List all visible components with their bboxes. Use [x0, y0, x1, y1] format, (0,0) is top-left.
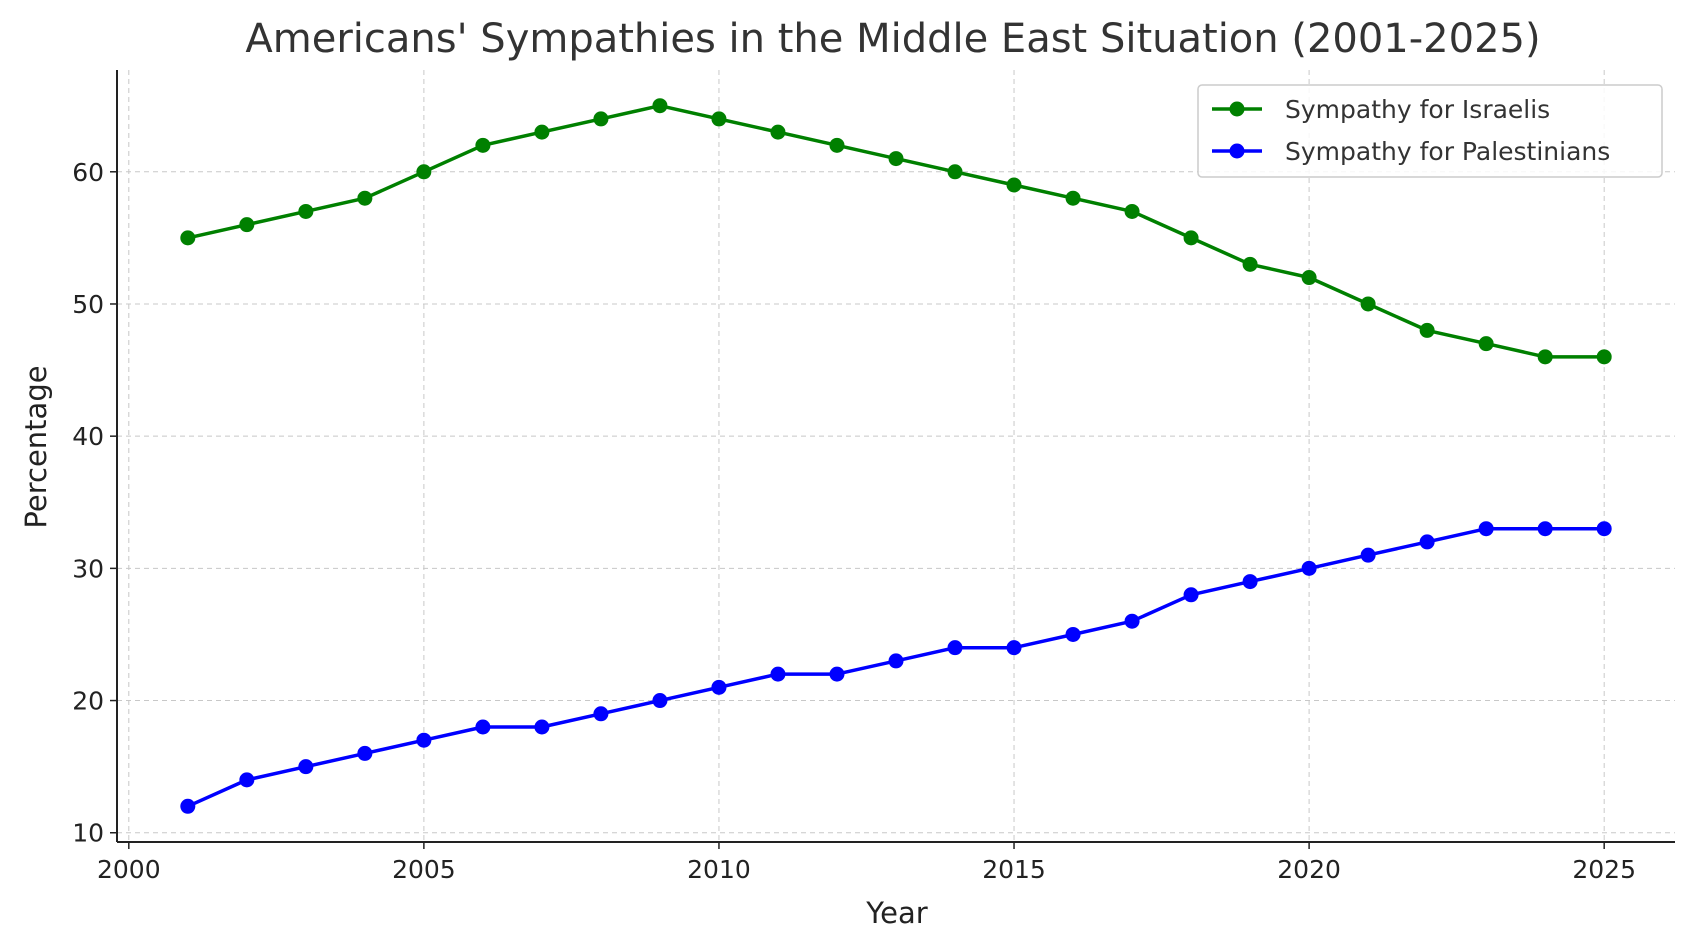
grid-lines [117, 70, 1675, 842]
data-point [1006, 640, 1022, 656]
y-ticks: 10 20 30 40 50 60 [72, 158, 117, 848]
x-tick-label: 2020 [1277, 855, 1341, 884]
data-point [1596, 349, 1612, 365]
data-point [1360, 296, 1376, 312]
y-axis-label: Percentage [19, 365, 53, 528]
data-point [475, 719, 491, 735]
legend-marker-israelis [1229, 101, 1245, 117]
legend-label-palestinians: Sympathy for Palestinians [1285, 137, 1610, 166]
y-tick-label: 60 [72, 158, 104, 187]
legend-label-israelis: Sympathy for Israelis [1285, 95, 1550, 124]
data-point [711, 679, 727, 695]
data-point [1065, 190, 1081, 206]
data-point [770, 124, 786, 140]
data-point [947, 164, 963, 180]
data-point [416, 732, 432, 748]
x-tick-label: 2005 [392, 855, 456, 884]
data-series [180, 98, 1612, 814]
data-point [888, 151, 904, 167]
chart-title: Americans' Sympathies in the Middle East… [245, 16, 1540, 62]
data-point [1006, 177, 1022, 193]
data-point [1596, 521, 1612, 537]
data-point [298, 203, 314, 219]
data-point [1537, 349, 1553, 365]
data-point [1183, 230, 1199, 246]
y-tick-label: 10 [72, 819, 104, 848]
data-point [239, 772, 255, 788]
data-point [711, 111, 727, 127]
y-tick-label: 50 [72, 290, 104, 319]
data-point [1124, 203, 1140, 219]
data-point [947, 640, 963, 656]
data-point [357, 190, 373, 206]
data-point [1360, 547, 1376, 563]
legend-box [1197, 84, 1663, 178]
x-tick-label: 2000 [97, 855, 161, 884]
data-point [416, 164, 432, 180]
data-point [1242, 256, 1258, 272]
x-tick-label: 2010 [687, 855, 751, 884]
x-ticks: 2000 2005 2010 2015 2020 2025 [97, 842, 1636, 884]
y-tick-label: 30 [72, 554, 104, 583]
data-point [1537, 521, 1553, 537]
data-point [1183, 587, 1199, 603]
data-point [593, 111, 609, 127]
data-point [1419, 534, 1435, 550]
data-point [1478, 521, 1494, 537]
y-tick-label: 20 [72, 687, 104, 716]
y-tick-label: 40 [72, 422, 104, 451]
data-point [298, 759, 314, 775]
data-point [534, 719, 550, 735]
data-point [652, 693, 668, 709]
legend: Sympathy for Israelis Sympathy for Pales… [1197, 84, 1663, 178]
x-tick-label: 2025 [1572, 855, 1636, 884]
data-point [1478, 336, 1494, 352]
data-point [534, 124, 550, 140]
data-point [770, 666, 786, 682]
data-point [357, 745, 373, 761]
data-point [475, 137, 491, 153]
data-point [1301, 270, 1317, 286]
data-point [829, 137, 845, 153]
data-point [180, 798, 196, 814]
data-point [1242, 574, 1258, 590]
data-point [1124, 613, 1140, 629]
data-point [1065, 626, 1081, 642]
data-point [888, 653, 904, 669]
data-point [829, 666, 845, 682]
legend-marker-palestinians [1229, 143, 1245, 159]
x-tick-label: 2015 [982, 855, 1046, 884]
x-axis-label: Year [865, 896, 927, 930]
data-point [1301, 560, 1317, 576]
data-point [593, 706, 609, 722]
axes [116, 70, 1675, 843]
data-point [239, 217, 255, 233]
data-point [180, 230, 196, 246]
data-point [1419, 322, 1435, 338]
data-point [652, 98, 668, 114]
